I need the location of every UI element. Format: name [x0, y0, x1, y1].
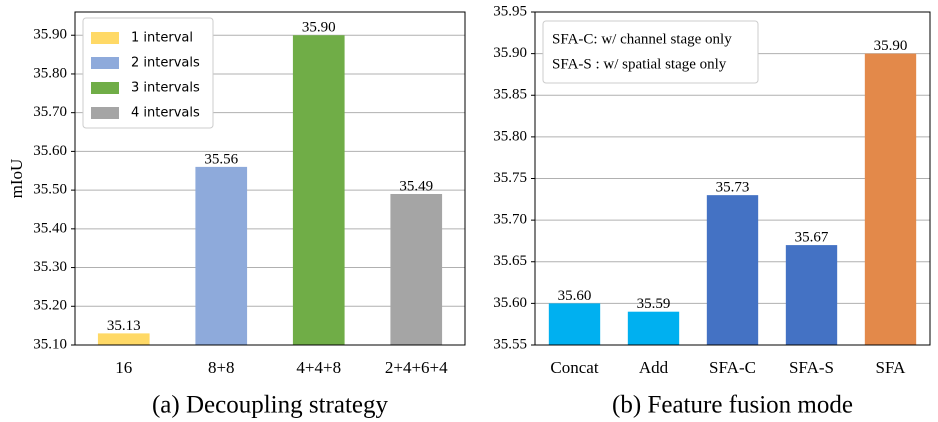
y-tick-label: 35.80 [33, 65, 67, 81]
bar [390, 193, 443, 345]
y-tick-label: 35.90 [33, 27, 67, 43]
y-tick-label: 35.70 [493, 212, 527, 228]
chart-title: (a) Decoupling strategy [152, 392, 389, 419]
x-tick-label: SFA-C [709, 358, 756, 377]
value-label: 35.13 [107, 318, 141, 334]
x-tick-label: 2+4+6+4 [385, 358, 448, 377]
chart-title: (b) Feature fusion mode [612, 392, 853, 419]
plot-frame [74, 11, 466, 346]
legend-swatch [91, 107, 119, 119]
x-tick-label: 16 [115, 358, 132, 377]
value-label: 35.90 [302, 20, 336, 36]
bar [97, 333, 150, 345]
legend-swatch [91, 57, 119, 69]
plot-frame [534, 11, 931, 346]
x-tick-label: SFA-S [789, 358, 834, 377]
y-axis-label: mIoU [7, 159, 26, 199]
y-tick-label: 35.20 [33, 298, 67, 314]
value-label: 35.67 [795, 230, 829, 246]
y-tick-label: 35.10 [33, 336, 67, 352]
annotation: SFA-S : w/ spatial stage only [552, 56, 727, 72]
y-tick-label: 35.30 [33, 259, 67, 275]
legend-label: 3 intervals [131, 81, 200, 96]
value-label: 35.49 [399, 178, 433, 194]
legend-label: 2 intervals [131, 56, 200, 71]
annotation: SFA-C: w/ channel stage only [552, 31, 732, 47]
y-tick-label: 35.90 [493, 45, 527, 61]
y-tick-label: 35.60 [33, 143, 67, 159]
legend-swatch [91, 32, 119, 44]
annotation-box [542, 20, 759, 84]
value-label: 35.73 [716, 180, 750, 196]
y-tick-label: 35.85 [493, 87, 527, 103]
y-tick-label: 35.40 [33, 220, 67, 236]
x-tick-label: Concat [550, 358, 598, 377]
legend-label: 4 intervals [131, 106, 200, 121]
bar [864, 53, 917, 345]
y-tick-label: 35.55 [493, 336, 527, 352]
y-tick-label: 35.95 [493, 3, 527, 19]
value-label: 35.59 [637, 296, 671, 312]
x-tick-label: SFA [876, 358, 907, 377]
bar [785, 245, 838, 345]
x-tick-label: 8+8 [208, 358, 235, 377]
y-tick-label: 35.60 [493, 295, 527, 311]
legend-box [82, 17, 214, 129]
legend-swatch [91, 82, 119, 94]
bar [195, 166, 248, 345]
bar [548, 303, 601, 345]
y-tick-label: 35.65 [493, 253, 527, 269]
x-tick-label: Add [639, 358, 669, 377]
y-tick-label: 35.70 [33, 104, 67, 120]
bar [627, 311, 680, 345]
x-tick-label: 4+4+8 [296, 358, 341, 377]
value-label: 35.60 [558, 288, 592, 304]
y-tick-label: 35.75 [493, 170, 527, 186]
bar [292, 35, 345, 346]
legend-label: 1 interval [131, 31, 193, 46]
bar [706, 195, 759, 345]
y-tick-label: 35.50 [33, 182, 67, 198]
y-tick-label: 35.80 [493, 128, 527, 144]
value-label: 35.90 [874, 38, 908, 54]
value-label: 35.56 [204, 151, 238, 167]
